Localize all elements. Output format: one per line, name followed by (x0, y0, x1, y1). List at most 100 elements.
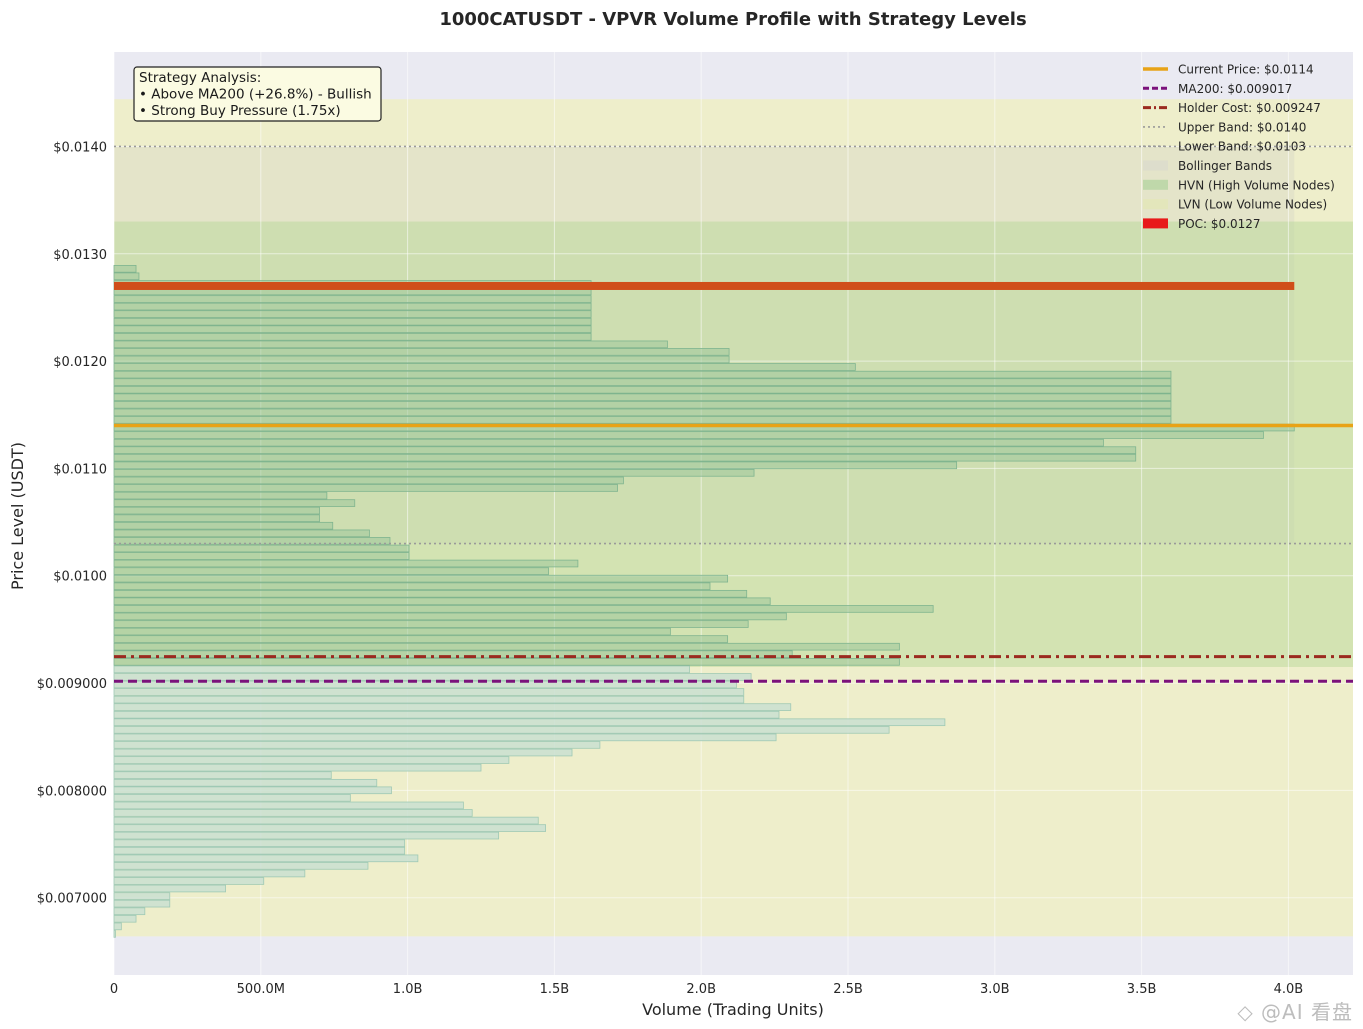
annotation-line: Strategy Analysis: (139, 70, 261, 86)
legend-label: Lower Band: $0.0103 (1178, 140, 1306, 154)
legend-label: Upper Band: $0.0140 (1178, 120, 1306, 134)
volume-bar (113, 295, 592, 303)
volume-bar (113, 854, 419, 863)
volume-bar (113, 355, 730, 364)
volume-bar (113, 506, 320, 515)
volume-bar (113, 400, 1172, 409)
volume-bar (113, 620, 749, 628)
volume-bar (113, 884, 226, 893)
volume-bar (113, 892, 171, 900)
volume-bar (113, 877, 265, 885)
volume-bar (113, 416, 1172, 424)
volume-bar (113, 529, 370, 538)
volume-bar (113, 650, 793, 659)
volume-bar (113, 786, 392, 795)
volume-bar (113, 559, 579, 568)
volume-bar (113, 809, 473, 817)
x-tick-label: 1.0B (393, 982, 423, 997)
x-tick-label: 4.0B (1274, 982, 1304, 997)
y-tick-label: $0.0140 (53, 140, 107, 155)
x-tick-label: 2.0B (686, 982, 716, 997)
strategy-levels (114, 145, 1353, 683)
volume-bar (113, 438, 1104, 447)
legend-label: Bollinger Bands (1178, 159, 1272, 173)
volume-bar (113, 794, 351, 802)
volume-bar (113, 642, 900, 651)
volume-bar (113, 869, 306, 878)
volume-bar (113, 907, 146, 916)
y-tick-label: $0.0110 (53, 462, 107, 477)
volume-bar (113, 385, 1172, 394)
legend-label: Holder Cost: $0.009247 (1178, 101, 1321, 115)
y-tick-label: $0.009000 (37, 677, 107, 692)
volume-bar (113, 317, 592, 326)
volume-bar (113, 521, 334, 530)
volume-bar (113, 272, 140, 281)
volume-bar (113, 899, 171, 908)
volume-bar (113, 544, 410, 553)
volume-bar (113, 469, 755, 477)
volume-bar (113, 340, 668, 349)
volume-bar (113, 325, 592, 334)
annotation-line: • Strong Buy Pressure (1.75x) (139, 103, 341, 119)
volume-bar (113, 914, 137, 923)
volume-bar (113, 574, 729, 583)
volume-bar (113, 378, 1172, 386)
legend-swatch (1143, 199, 1168, 210)
volume-bar (113, 778, 378, 787)
y-tick-label: $0.0120 (53, 355, 107, 370)
x-tick-label: 1.5B (540, 982, 570, 997)
watermark: ◇ @AI 看盘 (1237, 1000, 1353, 1024)
volume-bar (113, 839, 406, 848)
legend-label: HVN (High Volume Nodes) (1178, 178, 1335, 192)
volume-bar (113, 589, 748, 598)
volume-bar (113, 726, 890, 734)
legend-swatch (1143, 218, 1168, 229)
x-tick-label: 500.0M (237, 982, 285, 997)
volume-bar (113, 801, 464, 810)
volume-bar (113, 476, 624, 485)
volume-bar (113, 605, 934, 613)
legend-swatch (1143, 160, 1168, 171)
chart-title: 1000CATUSDT - VPVR Volume Profile with S… (439, 9, 1026, 30)
volume-bar (113, 824, 546, 832)
volume-bars (113, 264, 1295, 938)
volume-bar (113, 816, 539, 825)
volume-bar (113, 461, 958, 470)
volume-bar (113, 370, 1172, 379)
volume-bar (113, 862, 369, 870)
volume-bar (113, 408, 1172, 417)
volume-bar (113, 703, 792, 711)
volume-bar (113, 846, 406, 855)
y-tick-label: $0.0100 (53, 570, 107, 585)
legend-label: MA200: $0.009017 (1178, 82, 1292, 96)
volume-bar (113, 310, 592, 318)
volume-bar (113, 658, 900, 666)
volume-bar (113, 333, 592, 341)
volume-bar (113, 665, 690, 674)
volume-bar (113, 597, 771, 606)
volume-bar (113, 363, 856, 371)
axis-ticks: 0 500.0M 1.0B 1.5B 2.0B 2.5B 3.0B 3.5B 4.0B $0.00… (37, 140, 1304, 997)
volume-bar (113, 635, 729, 643)
volume-bar (113, 695, 745, 704)
y-tick-label: $0.007000 (37, 892, 107, 907)
volume-bar (113, 514, 320, 523)
volume-bar (113, 718, 946, 727)
volume-bar (113, 499, 356, 507)
x-tick-label: 3.0B (980, 982, 1010, 997)
volume-bar (113, 348, 730, 356)
volume-bar (113, 930, 116, 938)
volume-bar (113, 710, 780, 719)
volume-bar (113, 763, 482, 772)
volume-bar (113, 393, 1172, 402)
volume-bar (113, 302, 592, 311)
volume-bar (113, 446, 1137, 454)
volume-bar (113, 453, 1137, 462)
x-tick-label: 3.5B (1127, 982, 1157, 997)
volume-bar (113, 612, 787, 621)
x-tick-label: 0 (110, 982, 118, 997)
volume-bar (113, 484, 618, 492)
legend-swatch (1143, 179, 1168, 190)
